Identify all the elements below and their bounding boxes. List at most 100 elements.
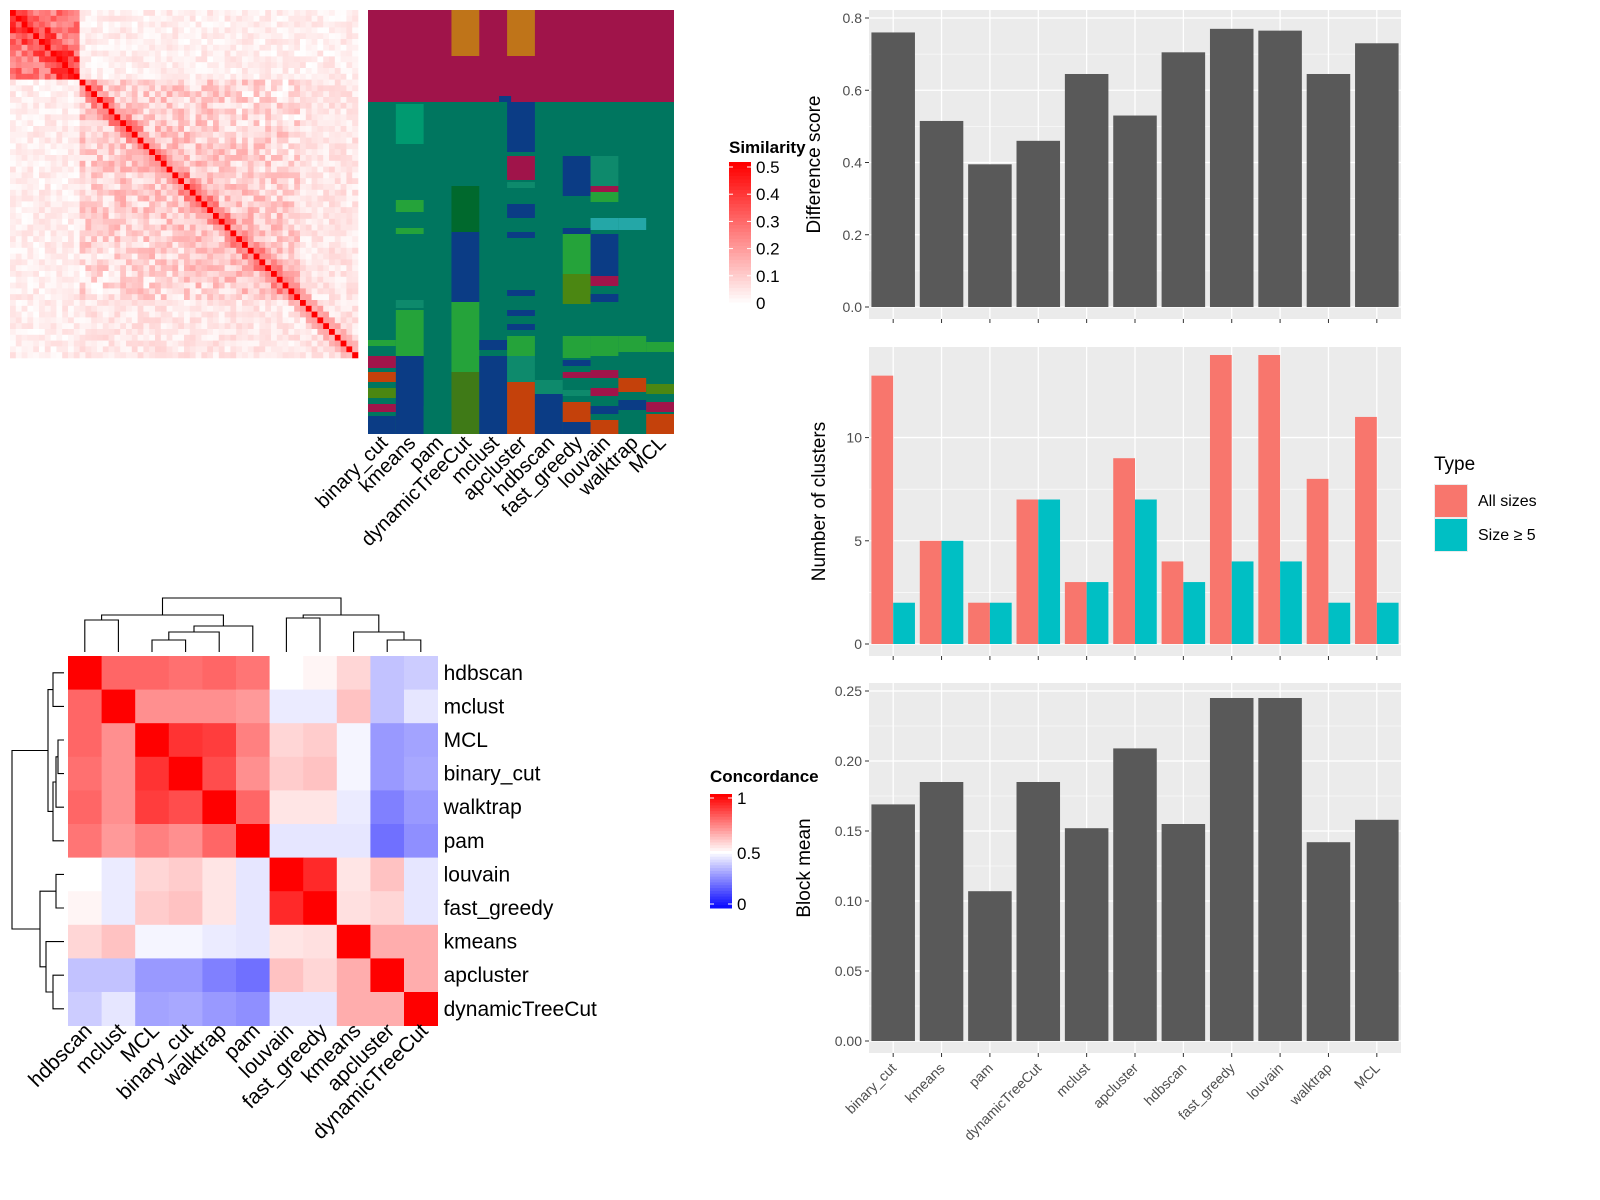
similarity-cell [15,259,22,266]
similarity-cell [27,259,34,266]
similarity-cell [39,352,46,359]
similarity-cell [15,155,22,162]
legend-gradient-step [710,833,732,838]
similarity-cell [184,247,191,254]
similarity-cell [10,247,17,254]
similarity-cell [68,50,75,57]
similarity-cell [33,120,40,127]
similarity-cell [305,15,312,22]
similarity-cell [346,271,353,278]
similarity-cell [300,155,307,162]
similarity-cell [166,184,173,191]
similarity-cell [317,10,324,17]
similarity-cell [236,218,243,225]
similarity-cell [259,230,266,237]
similarity-cell [166,39,173,46]
similarity-cell [91,213,98,220]
similarity-cell [91,33,98,40]
similarity-cell [149,340,156,347]
similarity-cell [288,91,295,98]
similarity-cell [242,207,249,214]
similarity-cell [323,10,330,17]
similarity-cell [10,259,17,266]
similarity-cell [230,114,237,121]
similarity-cell [44,137,51,144]
legend-gradient-step [710,845,732,849]
similarity-cell [160,79,167,86]
similarity-cell [27,224,34,231]
legend-gradient-step [729,242,751,247]
similarity-cell [242,33,249,40]
similarity-cell [195,120,202,127]
similarity-cell [97,294,104,301]
similarity-cell [21,346,28,353]
similarity-cell [114,207,121,214]
similarity-cell [114,317,121,324]
similarity-cell [143,143,150,150]
similarity-cell [340,189,347,196]
similarity-cell [50,224,57,231]
similarity-cell [265,323,272,330]
similarity-cell [108,317,115,324]
similarity-cell [300,247,307,254]
similarity-cell [131,178,138,185]
similarity-cell [149,276,156,283]
similarity-cell [166,282,173,289]
similarity-cell [131,56,138,63]
similarity-cell [62,340,69,347]
similarity-cell [259,39,266,46]
similarity-cell [189,102,196,109]
similarity-cell [247,317,254,324]
similarity-cell [189,143,196,150]
similarity-cell [271,91,278,98]
similarity-cell [33,149,40,156]
type-legend-title: Type [1434,454,1475,475]
similarity-cell [143,352,150,359]
similarity-cell [184,224,191,231]
similarity-cell [143,207,150,214]
assignment-cell [562,390,591,396]
similarity-cell [79,114,86,121]
row-dendrogram-branch [52,781,64,842]
similarity-cell [160,73,167,80]
similarity-cell [218,155,225,162]
similarity-cell [172,230,179,237]
similarity-cell [126,282,133,289]
similarity-cell [97,282,104,289]
similarity-cell [62,155,69,162]
similarity-cell [68,79,75,86]
concordance-cell [336,857,371,892]
similarity-cell [137,85,144,92]
similarity-cell [44,39,51,46]
similarity-cell [213,149,220,156]
assignment-cell [562,228,591,234]
similarity-cell [311,155,318,162]
similarity-cell [21,114,28,121]
similarity-cell [166,50,173,57]
similarity-cell [294,276,301,283]
similarity-cell [27,33,34,40]
similarity-cell [340,271,347,278]
similarity-cell [44,15,51,22]
similarity-cell [21,282,28,289]
similarity-cell [166,259,173,266]
similarity-cell [126,340,133,347]
similarity-cell [120,265,127,272]
similarity-cell [178,311,185,318]
assignment-cell [368,340,396,346]
similarity-cell [201,73,208,80]
similarity-cell [21,50,28,57]
similarity-cell [44,242,51,249]
similarity-cell [247,33,254,40]
similarity-cell [189,323,196,330]
similarity-cell [265,352,272,359]
similarity-cell [236,108,243,115]
similarity-cell [189,178,196,185]
similarity-cell [79,143,86,150]
similarity-cell [15,102,22,109]
similarity-cell [195,97,202,104]
similarity-cell [91,27,98,34]
y-axis-title: Number of clusters [809,422,830,581]
